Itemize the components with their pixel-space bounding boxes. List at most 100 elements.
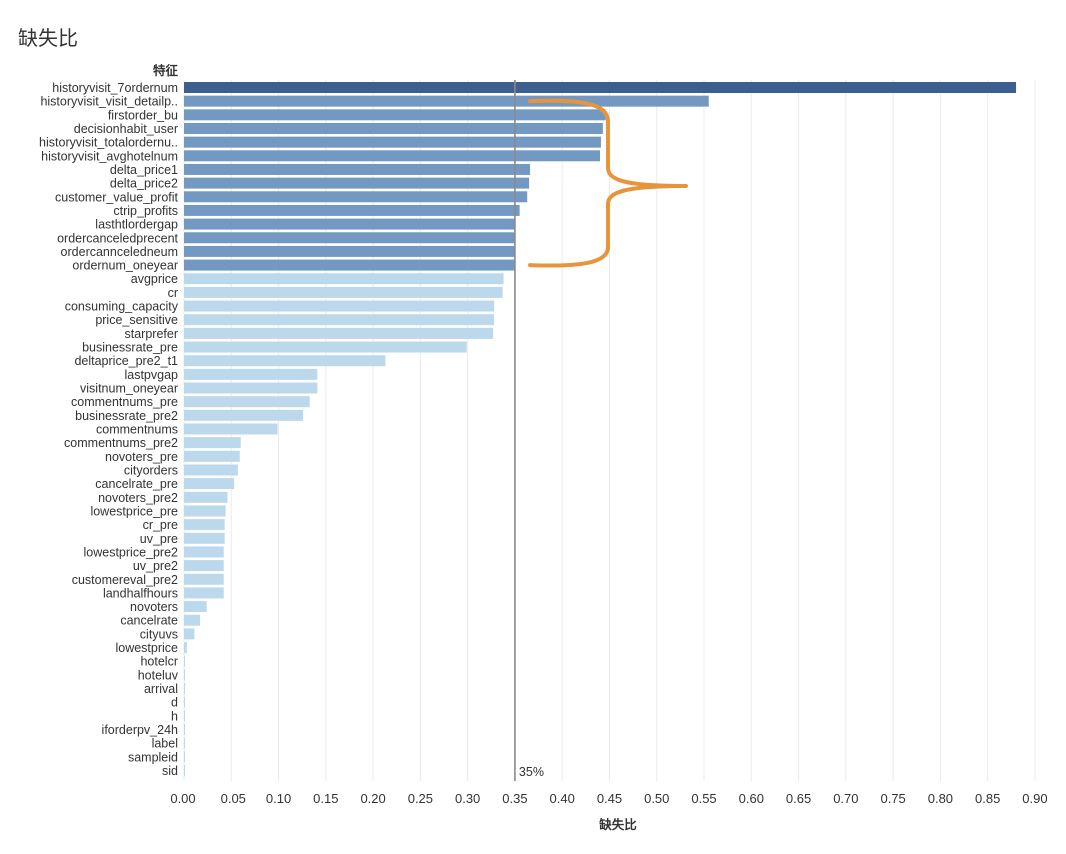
bar-visitnum_oneyear — [184, 382, 318, 394]
bar-starprefer — [184, 327, 494, 339]
x-tick-label: 0.70 — [833, 791, 858, 806]
category-label: customereval_pre2 — [72, 573, 178, 587]
category-label: starprefer — [125, 327, 179, 341]
bar-commentnums — [184, 423, 278, 435]
category-label: ordercanceledprecent — [57, 231, 178, 245]
category-label: hotelcr — [140, 655, 178, 669]
category-label: cityuvs — [140, 627, 178, 641]
category-label: avgprice — [131, 272, 178, 286]
category-label: businessrate_pre2 — [75, 409, 178, 423]
bar-delta_price2 — [184, 177, 530, 189]
x-tick-label: 0.25 — [408, 791, 433, 806]
bar-historyvisit_avghotelnum — [184, 150, 601, 162]
category-label: historyvisit_totalordernu.. — [39, 136, 178, 150]
bar-novoters_pre — [184, 450, 240, 462]
annotation-brace — [528, 98, 688, 268]
bar-delta_price1 — [184, 163, 531, 175]
bar-ordernum_oneyear — [184, 259, 515, 271]
bar-cityuvs — [184, 628, 195, 640]
category-label: commentnums — [96, 423, 178, 437]
bar-deltaprice_pre2_t1 — [184, 355, 386, 367]
bar-hotelcr — [184, 655, 185, 667]
category-label: h — [171, 709, 178, 723]
x-tick-label: 0.40 — [550, 791, 575, 806]
bar-lasthtlordergap — [184, 218, 515, 230]
category-label: ordercannceledneum — [61, 245, 178, 259]
category-label: lastpvgap — [124, 368, 178, 382]
bar-customer_value_profit — [184, 191, 528, 203]
category-label: novoters_pre — [105, 450, 178, 464]
bar-uv_pre — [184, 532, 225, 544]
x-axis-ticks: 0.00 0.05 0.10 0.15 0.20 0.25 0.30 0.35 0.40 0.45… — [170, 791, 1047, 806]
bar-lowestprice_pre2 — [184, 546, 224, 558]
category-label: decisionhabit_user — [74, 122, 178, 136]
x-tick-label: 0.20 — [360, 791, 385, 806]
bar-cancelrate_pre — [184, 478, 235, 490]
category-label: lowestprice_pre — [90, 504, 178, 518]
bar-cancelrate — [184, 614, 201, 626]
bar-lastpvgap — [184, 368, 318, 380]
category-label: novoters_pre2 — [98, 491, 178, 505]
category-label: delta_price1 — [110, 163, 178, 177]
x-tick-label: 0.05 — [221, 791, 246, 806]
category-label: historyvisit_7ordernum — [52, 81, 178, 95]
x-tick-label: 0.45 — [597, 791, 622, 806]
x-tick-label: 0.80 — [928, 791, 953, 806]
x-tick-label: 0.90 — [1022, 791, 1047, 806]
reference-layer: 35% — [514, 80, 544, 781]
bar-lowestprice — [184, 642, 187, 654]
bar-cr — [184, 286, 503, 298]
bar-novoters — [184, 601, 207, 613]
category-label: delta_price2 — [110, 177, 178, 191]
bar-ordercanceledprecent — [184, 232, 515, 244]
bar-historyvisit_visit_detailp.. — [184, 95, 709, 107]
category-label: cr — [168, 286, 178, 300]
category-label: commentnums_pre — [71, 395, 178, 409]
category-label: cr_pre — [143, 518, 178, 532]
category-label: sid — [162, 764, 178, 778]
bar-landhalfhours — [184, 587, 224, 599]
bar-cr_pre — [184, 519, 225, 531]
category-label: label — [152, 737, 178, 751]
category-label: lasthtlordergap — [95, 218, 178, 232]
category-label: visitnum_oneyear — [80, 382, 178, 396]
bar-commentnums_pre — [184, 396, 310, 408]
category-label: firstorder_bu — [108, 108, 178, 122]
category-label: sampleid — [128, 750, 178, 764]
bar-decisionhabit_user — [184, 122, 603, 134]
bar-h — [184, 710, 185, 722]
x-tick-label: 0.60 — [739, 791, 764, 806]
category-label: cityorders — [124, 463, 178, 477]
bar-hoteluv — [184, 669, 185, 681]
bar-customereval_pre2 — [184, 573, 224, 585]
bar-firstorder_bu — [184, 109, 606, 121]
x-tick-label: 0.65 — [786, 791, 811, 806]
bar-d — [184, 696, 185, 708]
bar-cityorders — [184, 464, 238, 476]
bar-businessrate_pre — [184, 341, 467, 353]
category-label: arrival — [144, 682, 178, 696]
category-label: lowestprice — [115, 641, 178, 655]
category-label: hoteluv — [138, 668, 179, 682]
x-tick-label: 0.55 — [691, 791, 716, 806]
bar-sid — [184, 765, 185, 776]
x-tick-label: 0.30 — [455, 791, 480, 806]
category-label: cancelrate_pre — [95, 477, 178, 491]
category-label: commentnums_pre2 — [64, 436, 178, 450]
x-axis-title: 缺失比 — [599, 817, 637, 832]
x-tick-label: 0.35 — [502, 791, 527, 806]
bar-novoters_pre2 — [184, 491, 228, 503]
page-title: 缺失比 — [18, 26, 78, 50]
category-label: uv_pre — [140, 532, 178, 546]
category-label: ctrip_profits — [113, 204, 178, 218]
bar-consuming_capacity — [184, 300, 495, 312]
category-label: lowestprice_pre2 — [84, 545, 179, 559]
category-label: uv_pre2 — [133, 559, 178, 573]
bar-avgprice — [184, 273, 504, 285]
bar-arrival — [184, 683, 185, 695]
category-label: historyvisit_avghotelnum — [41, 149, 178, 163]
category-label: landhalfhours — [103, 586, 178, 600]
x-tick-label: 0.10 — [266, 791, 291, 806]
